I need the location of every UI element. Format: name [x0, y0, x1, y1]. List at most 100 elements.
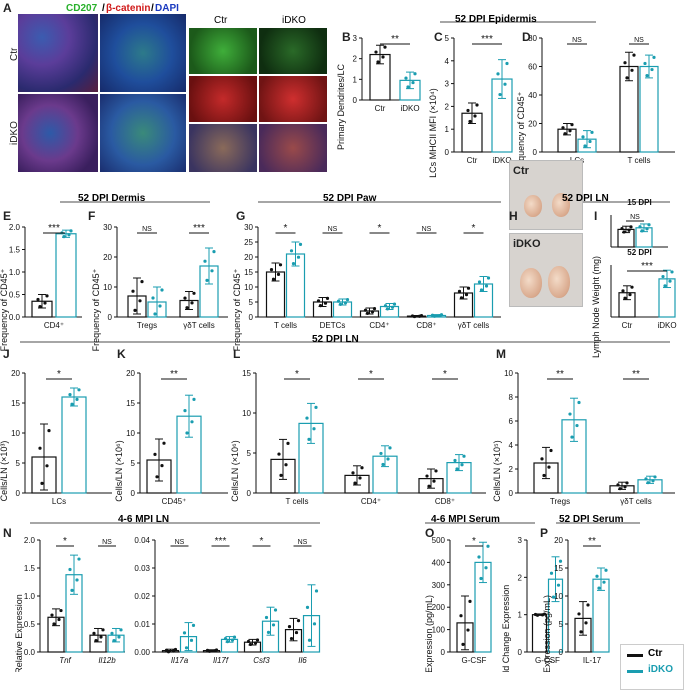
data-point-o1: [484, 566, 488, 570]
y-tick-label-c: 3: [445, 80, 450, 89]
data-point-l: [427, 484, 431, 488]
data-point-n1: [119, 628, 123, 632]
data-point-l: [314, 405, 318, 409]
data-point-k: [160, 464, 164, 468]
y-tick-label-l: 15: [242, 369, 251, 378]
data-point-n1: [99, 635, 103, 639]
data-point-d: [650, 67, 654, 72]
data-point-n2: [223, 637, 228, 641]
data-point-n1: [92, 631, 96, 636]
data-point-c: [468, 119, 472, 124]
data-point-d: [632, 53, 636, 57]
header-serum-p: 52 DPI Serum: [559, 514, 624, 525]
y-tick-label-e: 1.5: [9, 246, 21, 255]
panel-letter-b: B: [342, 30, 351, 44]
chart-p: [565, 539, 610, 653]
sig-label-c: ***: [481, 34, 493, 45]
data-point-n1: [117, 635, 121, 639]
sig-label-g: NS: [328, 226, 338, 233]
y-axis-label-f: Frequency of CD45⁺: [91, 268, 101, 351]
chart-i52: [610, 265, 676, 318]
y-tick-label-j: 5: [16, 459, 21, 468]
data-point-f: [183, 296, 187, 300]
y-tick-label-c: 0: [445, 148, 450, 157]
data-point-c: [505, 61, 509, 66]
stain-bcat-label: β-catenin: [106, 3, 151, 14]
data-point-d: [652, 55, 656, 59]
data-point-n2: [191, 623, 196, 628]
sig-label-i15: NS: [630, 214, 640, 221]
sig-label-g: *: [284, 223, 288, 234]
data-point-n1: [57, 617, 61, 622]
data-point-n1: [52, 622, 56, 626]
category-label-g: CD4⁺: [369, 321, 389, 330]
data-point-l: [307, 437, 311, 441]
panel-letter-l: L: [233, 347, 241, 361]
y-tick-label-l: 10: [242, 409, 251, 418]
data-point-f: [151, 296, 155, 300]
micro-idko-green: [259, 28, 327, 74]
stain-dapi-label: DAPI: [155, 3, 179, 14]
category-label-g: CD8⁺: [416, 321, 436, 330]
data-point-l: [360, 466, 364, 470]
sig-label-n1: *: [63, 536, 67, 547]
data-point-g: [430, 313, 435, 317]
data-point-e: [69, 229, 73, 233]
y-tick-label-n2: 0.01: [134, 620, 150, 629]
y-tick-label-n2: 0.02: [134, 592, 150, 601]
data-point-l: [455, 467, 459, 471]
y-axis-label-m: Cells/LN (×10⁵): [492, 440, 502, 502]
data-point-p: [604, 568, 608, 572]
data-point-n2: [182, 631, 187, 635]
micro-col-idko-label: iDKO: [282, 15, 306, 26]
data-point-n2: [253, 641, 258, 645]
panel-letter-m: M: [496, 347, 506, 361]
data-point-g: [365, 311, 370, 315]
data-point-b: [411, 80, 415, 85]
y-tick-label-n2: 0.00: [134, 648, 150, 657]
data-point-c: [473, 114, 477, 118]
data-point-n2: [312, 622, 317, 626]
data-point-g: [336, 299, 341, 303]
data-point-j: [38, 446, 42, 450]
chart-o2: [524, 539, 564, 653]
y-tick-label-o2: 3: [518, 536, 523, 545]
data-point-g: [464, 293, 469, 297]
category-label-n1: Tnf: [59, 656, 71, 665]
data-point-d: [643, 61, 647, 66]
panel-letter-n: N: [3, 526, 12, 540]
sig-label-g: NS: [422, 226, 432, 233]
data-point-l: [312, 427, 316, 431]
y-tick-label-n2: 0.03: [134, 564, 150, 573]
y-tick-label-b: 2: [353, 55, 358, 64]
data-point-i15: [645, 227, 649, 231]
y-tick-label-f: 0: [108, 313, 113, 322]
panel-letter-j: J: [3, 347, 10, 361]
data-point-g: [466, 286, 471, 290]
data-point-g: [459, 296, 464, 300]
data-point-p: [595, 574, 599, 578]
y-axis-label-o2: Fold Change Expression: [501, 585, 511, 672]
category-label-f: γδT cells: [183, 321, 214, 330]
data-point-e: [67, 233, 71, 237]
data-point-i52: [623, 296, 627, 300]
data-point-f: [158, 304, 162, 308]
y-axis-label-d: Frequency of CD45⁺: [516, 91, 526, 174]
micro-ctr-zoom: [100, 14, 186, 92]
category-label-i52: iDKO: [657, 321, 676, 330]
data-point-c: [466, 108, 470, 113]
y-tick-label-m: 6: [509, 417, 514, 426]
chart-f: [114, 226, 228, 318]
bar-e-idko-0: [55, 233, 77, 318]
y-tick-label-o2: 1: [518, 611, 523, 620]
data-point-g: [296, 255, 301, 259]
chart-b: [359, 37, 421, 101]
photo-ctr-lymph-nodes: [509, 160, 583, 230]
y-tick-label-g: 15: [244, 268, 253, 277]
data-point-m: [577, 400, 581, 405]
data-point-k: [183, 409, 187, 413]
data-point-l: [358, 476, 362, 480]
y-tick-label-m: 0: [509, 489, 514, 498]
y-tick-label-m: 8: [509, 393, 514, 402]
y-tick-label-f: 10: [103, 283, 112, 292]
